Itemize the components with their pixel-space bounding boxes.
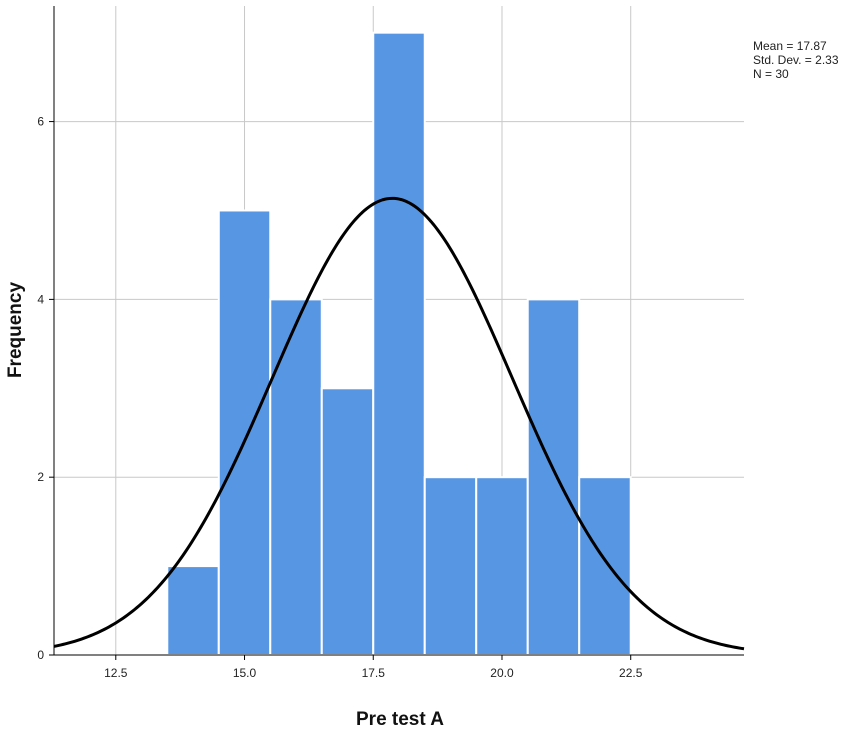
histogram-bar [526,298,581,656]
y-tick-label: 2 [37,470,44,484]
histogram-bar [217,209,272,656]
histogram-bar [475,476,529,656]
histogram-bars [166,31,632,657]
histogram-bar [372,31,426,657]
y-tick-label: 4 [37,292,44,306]
x-tick-label: 17.5 [362,666,386,680]
x-tick-label: 12.5 [104,666,128,680]
histogram-bar [320,387,375,656]
stats-mean: Mean = 17.87 [753,39,827,53]
stats-n: N = 30 [753,67,789,81]
y-tick-label: 0 [37,648,44,662]
stats-std-dev: Std. Dev. = 2.33 [753,53,839,67]
stats-box: Mean = 17.87 Std. Dev. = 2.33 N = 30 [753,39,839,81]
x-tick-label: 22.5 [619,666,643,680]
tick-labels: 12.5 15.0 17.5 20.0 22.5 0 2 4 6 [37,115,642,680]
x-tick-label: 20.0 [490,666,514,680]
normal-curve [53,196,745,651]
histogram-bar [166,565,220,656]
x-axis-title: Pre test A [356,709,444,730]
axes [49,6,744,660]
histogram-bar [578,476,632,656]
normal-curve-layer [53,196,745,651]
y-axis-title: Frequency [5,282,26,379]
histogram-bar [269,298,323,656]
histogram-bar [423,476,478,656]
x-tick-label: 15.0 [233,666,257,680]
y-tick-label: 6 [37,115,44,129]
